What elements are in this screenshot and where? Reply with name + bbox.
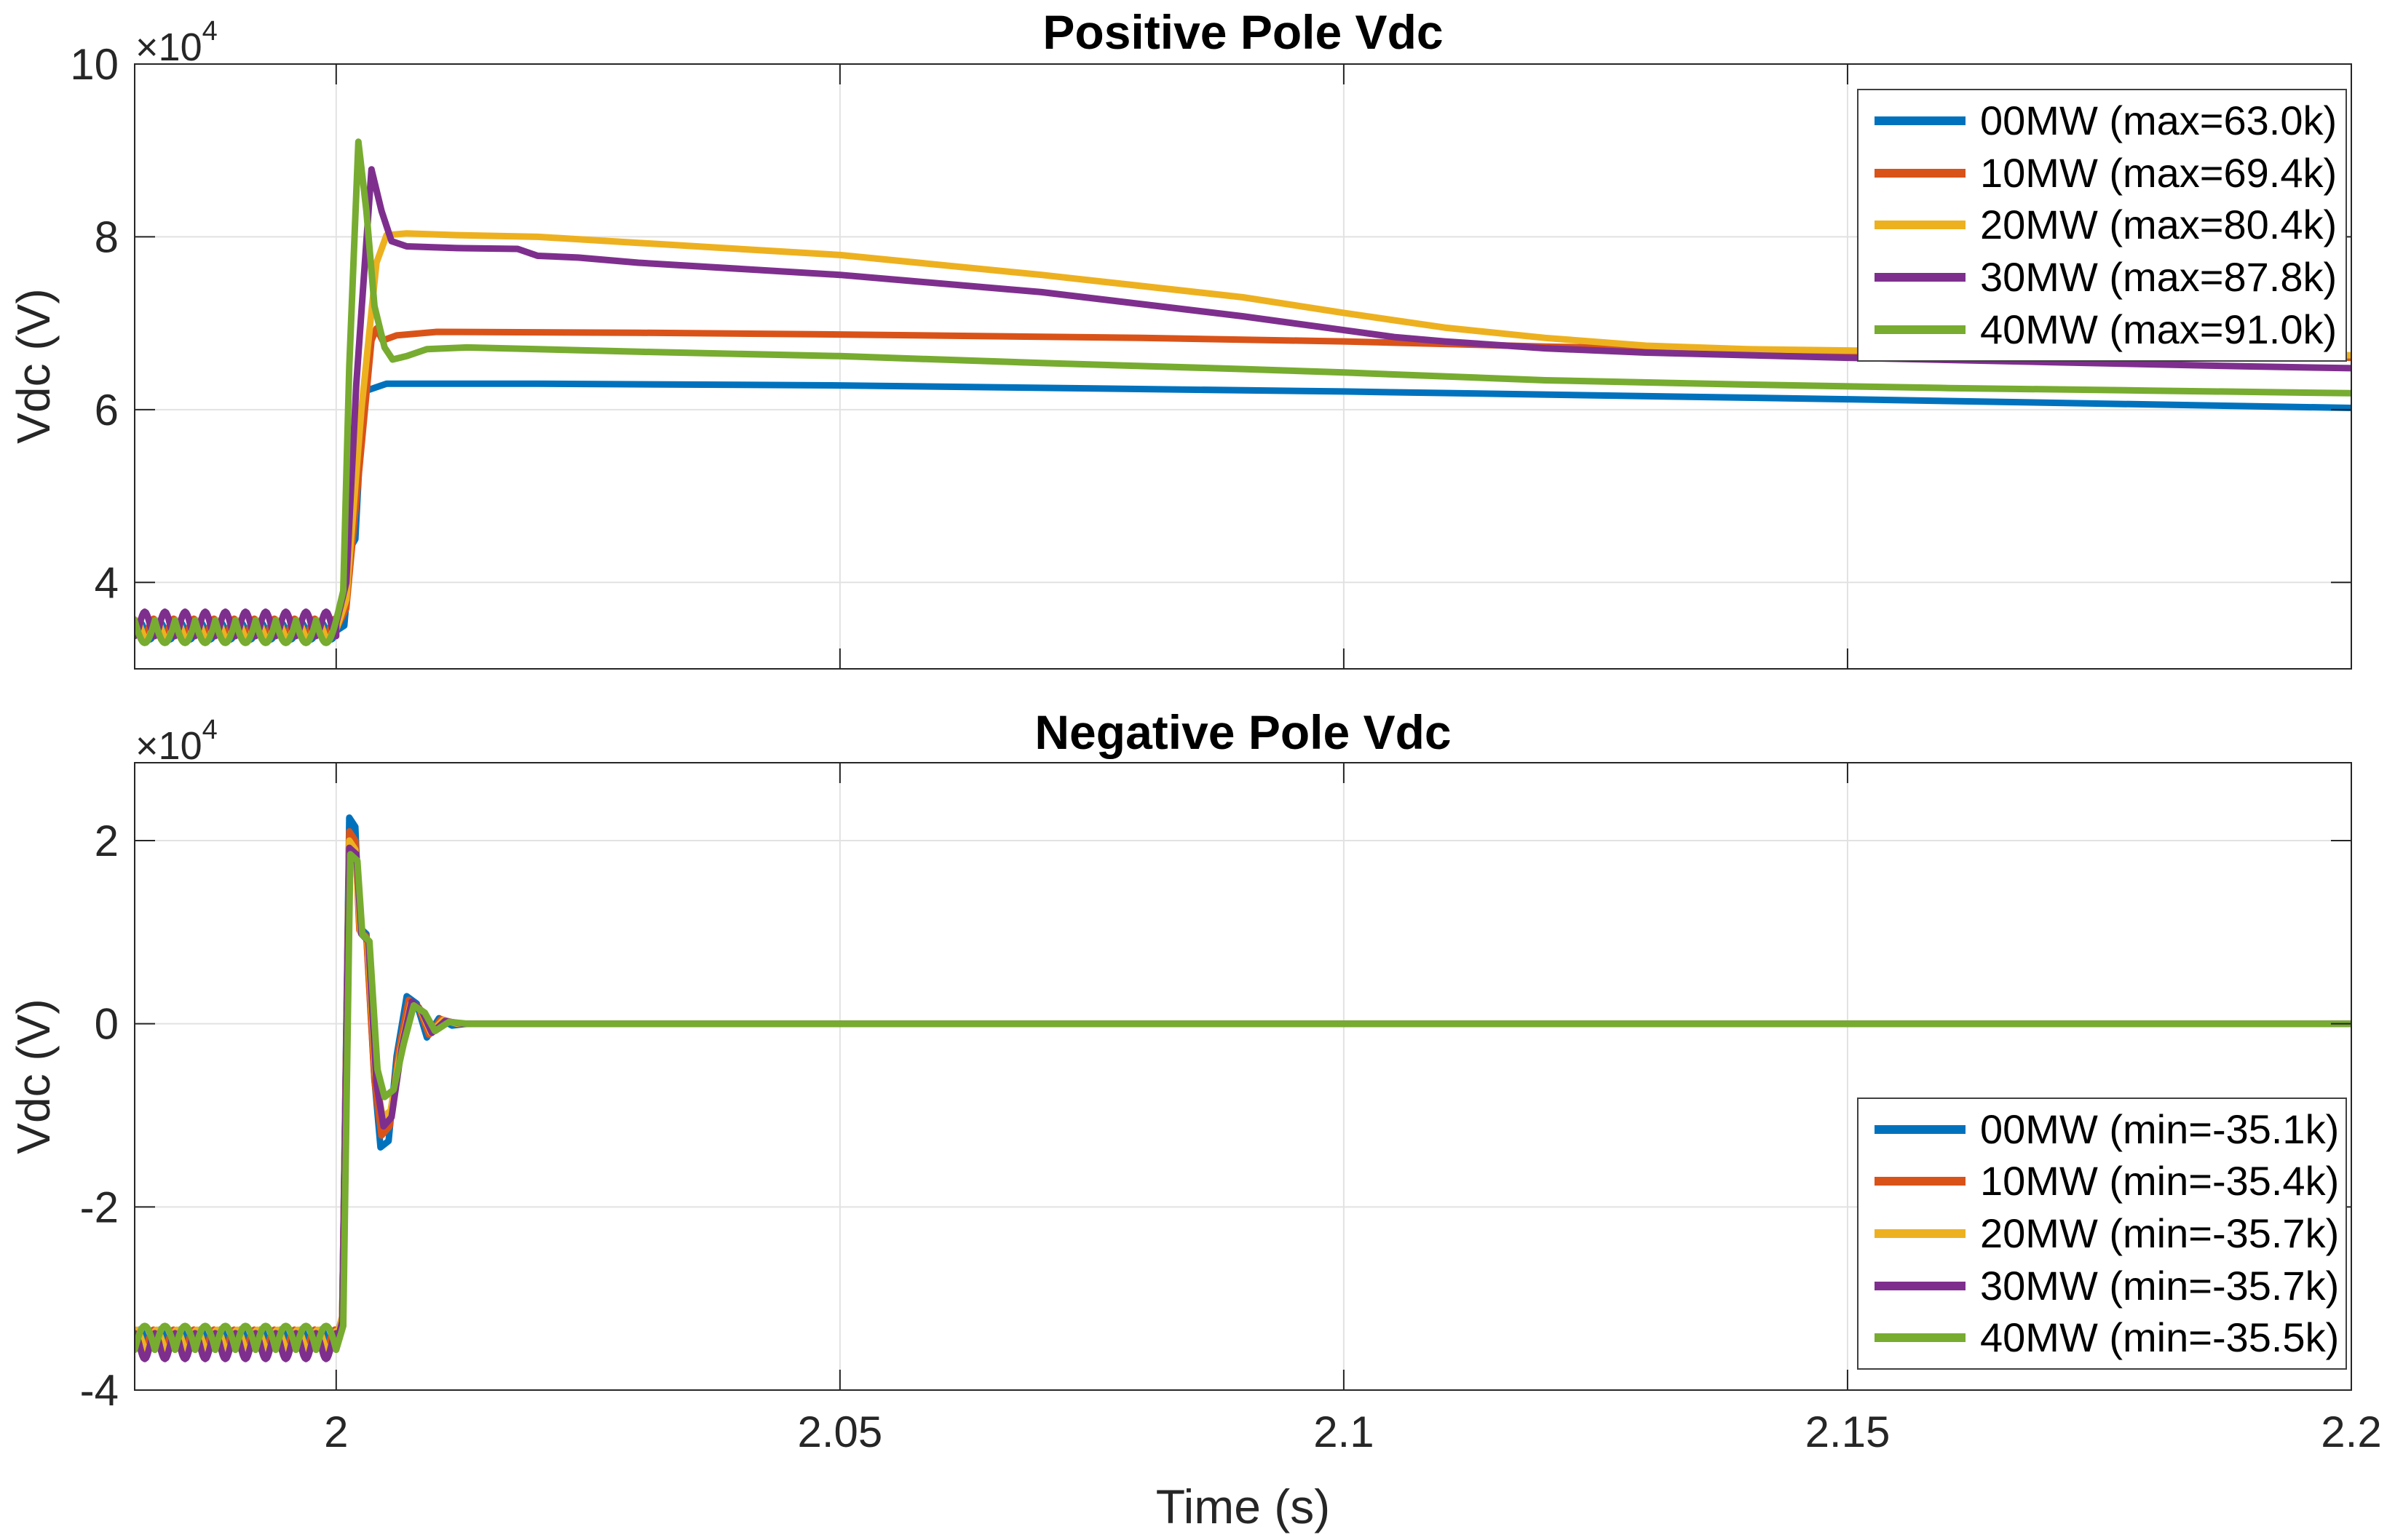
axes-box — [134, 63, 2352, 670]
legend-line-sample-20MW — [1875, 1229, 1966, 1238]
legend-label: 10MW (max=69.4k) — [1980, 149, 2337, 196]
legend-item: 00MW (max=63.0k) — [1858, 95, 2346, 146]
x-tick-label: 2.05 — [797, 1408, 882, 1456]
legend-line-sample-40MW — [1875, 1333, 1966, 1343]
legend-label: 30MW (max=87.8k) — [1980, 254, 2337, 301]
legend-item: 10MW (max=69.4k) — [1858, 148, 2346, 199]
legend-line-sample-10MW — [1875, 1177, 1966, 1186]
series-line-40MW — [135, 138, 2351, 646]
x-tick-label: 2.2 — [2321, 1408, 2381, 1456]
y-tick-label: 6 — [95, 386, 119, 434]
y-tick-label: 10 — [70, 40, 119, 89]
exponent-base: ×10 — [135, 724, 202, 768]
legend-label: 00MW (min=-35.1k) — [1980, 1106, 2340, 1152]
x-tick-label: 2.1 — [1313, 1408, 1374, 1456]
exponent-base: ×10 — [135, 25, 202, 69]
y-axis-label-top: Vdc (V) — [7, 288, 60, 444]
y-axis-exponent-bottom: ×104 — [135, 715, 218, 769]
legend-line-sample-10MW — [1875, 168, 1966, 178]
legend-label: 20MW (min=-35.7k) — [1980, 1210, 2340, 1256]
legend-item: 40MW (min=-35.5k) — [1858, 1312, 2346, 1363]
x-axis-label: Time (s) — [1155, 1480, 1331, 1533]
series-line-40MW — [135, 851, 2351, 1354]
y-tick-label: 0 — [95, 1000, 119, 1049]
chart-title-negative-pole: Negative Pole Vdc — [1034, 705, 1452, 759]
legend-item: 40MW (max=91.0k) — [1858, 304, 2346, 355]
legend-line-sample-30MW — [1875, 1281, 1966, 1290]
legend-label: 40MW (min=-35.5k) — [1980, 1314, 2340, 1361]
legend-label: 00MW (max=63.0k) — [1980, 97, 2337, 143]
y-axis-exponent-top: ×104 — [135, 16, 218, 70]
legend-label: 10MW (min=-35.4k) — [1980, 1158, 2340, 1204]
legend-item: 00MW (min=-35.1k) — [1858, 1104, 2346, 1155]
y-tick-label: -4 — [80, 1366, 119, 1415]
legend-item: 20MW (min=-35.7k) — [1858, 1208, 2346, 1259]
legend-label: 40MW (max=91.0k) — [1980, 306, 2337, 353]
legend-line-sample-40MW — [1875, 325, 1966, 335]
legend-item: 30MW (max=87.8k) — [1858, 252, 2346, 303]
legend-item: 20MW (max=80.4k) — [1858, 199, 2346, 250]
chart-title-positive-pole: Positive Pole Vdc — [1042, 5, 1444, 59]
y-tick-label: -2 — [80, 1183, 119, 1231]
y-tick-label: 2 — [95, 817, 119, 865]
legend-line-sample-30MW — [1875, 273, 1966, 282]
legend-item: 10MW (min=-35.4k) — [1858, 1156, 2346, 1207]
exponent-power: 4 — [202, 16, 218, 47]
y-tick-label: 4 — [95, 558, 119, 607]
axes-box — [134, 762, 2352, 1391]
y-tick-label: 8 — [95, 213, 119, 261]
legend-positive-pole: 00MW (max=63.0k) 10MW (max=69.4k) 20MW (ma… — [1857, 89, 2347, 362]
exponent-power: 4 — [202, 715, 218, 745]
legend-line-sample-20MW — [1875, 221, 1966, 230]
x-tick-label: 2 — [324, 1408, 348, 1456]
legend-line-sample-00MW — [1875, 116, 1966, 125]
x-tick-label: 2.15 — [1805, 1408, 1891, 1456]
legend-label: 30MW (min=-35.7k) — [1980, 1262, 2340, 1309]
legend-line-sample-00MW — [1875, 1124, 1966, 1134]
legend-label: 20MW (max=80.4k) — [1980, 202, 2337, 248]
legend-negative-pole: 00MW (min=-35.1k) 10MW (min=-35.4k) 20MW (… — [1857, 1098, 2347, 1370]
y-axis-label-bottom: Vdc (V) — [7, 999, 60, 1154]
legend-item: 30MW (min=-35.7k) — [1858, 1261, 2346, 1311]
